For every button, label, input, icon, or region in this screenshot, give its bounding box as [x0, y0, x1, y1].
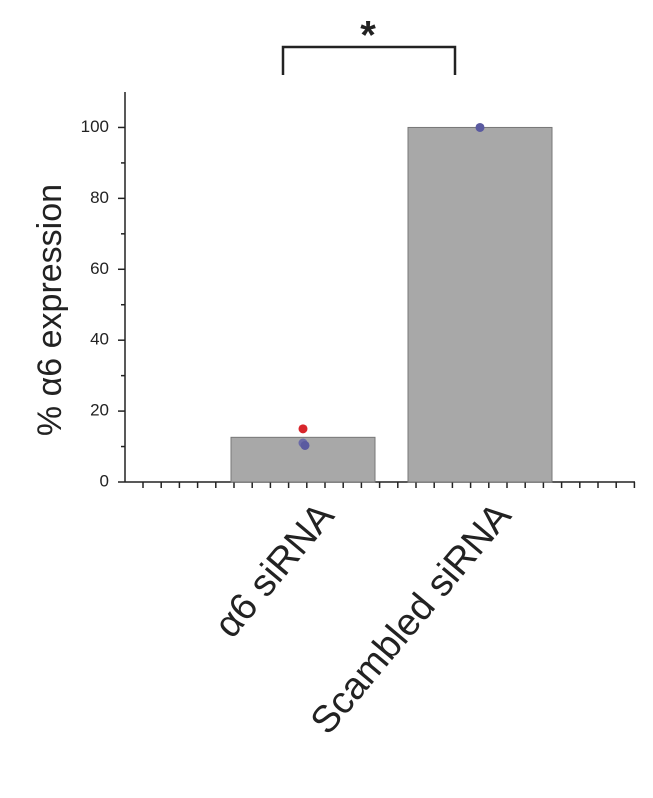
bar	[407, 126, 553, 483]
x-tick-label: Scambled siRNA	[303, 495, 520, 743]
y-tick-label: 0	[100, 471, 109, 490]
y-tick-label: 20	[90, 401, 109, 420]
y-axis-label: % α6 expression	[31, 184, 69, 436]
data-point	[298, 424, 308, 434]
significance-annotation: *	[360, 14, 376, 58]
significance-bracket	[281, 45, 457, 75]
x-tick-label: α6 siRNA	[207, 495, 343, 646]
y-tick-label: 80	[90, 188, 109, 207]
y-tick-label: 40	[90, 330, 109, 349]
data-point	[475, 122, 485, 132]
y-tick-label: 60	[90, 259, 109, 278]
data-point	[300, 440, 310, 450]
y-tick-label: 100	[81, 117, 109, 136]
